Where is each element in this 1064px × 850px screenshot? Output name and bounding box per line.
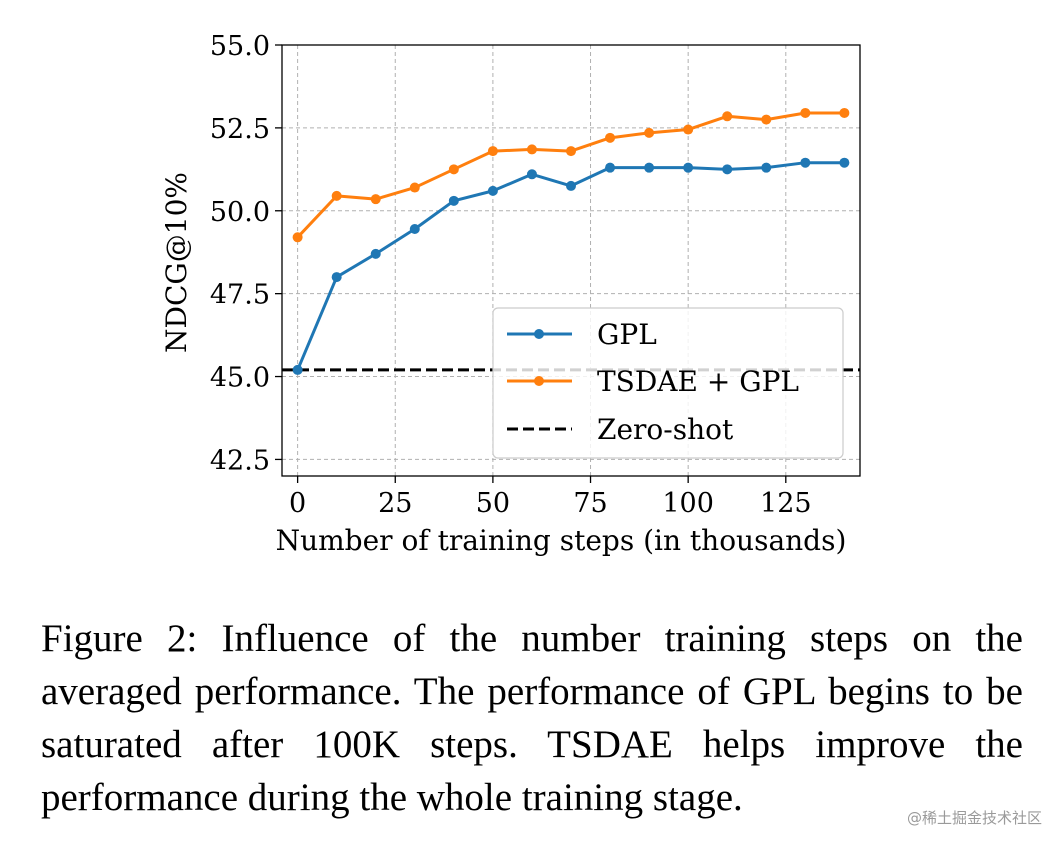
- legend: GPL TSDAE + GPL Zero-shot: [492, 307, 844, 459]
- gpl-point: [722, 164, 733, 175]
- legend-label-zero-shot: Zero-shot: [597, 413, 734, 446]
- x-tick-label: 50: [476, 488, 510, 519]
- y-tick-label: 55.0: [210, 31, 270, 62]
- gpl-point: [331, 272, 342, 283]
- legend-marker-gpl: [534, 329, 544, 339]
- tsdae-gpl-point: [331, 190, 342, 201]
- watermark: @稀土掘金技术社区: [906, 809, 1042, 827]
- legend-marker-tsdae-gpl: [534, 376, 544, 386]
- tsdae-gpl-point: [800, 107, 811, 118]
- gpl-point: [487, 185, 498, 196]
- axis-ticks: 0 25 50 75 100 125 42.5 45.0 47.5 50.0 52.5 55.0: [210, 31, 812, 519]
- series-lines: [292, 107, 850, 375]
- gpl-point: [761, 162, 772, 173]
- tsdae-gpl-point: [448, 164, 459, 175]
- tsdae-gpl-point: [683, 124, 694, 135]
- gpl-point: [526, 169, 537, 180]
- tsdae-gpl-point: [761, 114, 772, 125]
- tsdae-gpl-point: [722, 111, 733, 122]
- y-tick-label: 45.0: [210, 363, 270, 394]
- gpl-point: [566, 180, 576, 191]
- y-tick-label: 50.0: [210, 197, 270, 228]
- y-axis-label: NDCG@10%: [160, 172, 193, 353]
- tsdae-gpl-line: [296, 111, 845, 239]
- gpl-point: [644, 162, 655, 173]
- tsdae-gpl-point: [644, 127, 655, 138]
- legend-label-tsdae-gpl: TSDAE + GPL: [597, 365, 799, 398]
- x-tick-label: 75: [573, 488, 607, 519]
- legend-label-gpl: GPL: [597, 318, 657, 351]
- figure-caption: Figure 2: Influence of the number traini…: [41, 617, 1023, 819]
- y-tick-label: 47.5: [210, 280, 270, 311]
- gpl-point: [448, 195, 459, 206]
- x-tick-label: 125: [760, 488, 812, 519]
- plot-area-border: [281, 44, 861, 477]
- legend-box: [492, 307, 844, 459]
- gpl-point: [839, 157, 850, 168]
- gpl-point: [370, 248, 381, 259]
- y-tick-label: 42.5: [210, 445, 270, 476]
- gpl-point: [683, 162, 694, 173]
- x-tick-label: 100: [662, 488, 714, 519]
- plot-frame: [281, 44, 861, 477]
- gpl-point: [800, 157, 811, 168]
- tsdae-gpl-point: [526, 144, 537, 155]
- gpl-point: [605, 162, 616, 173]
- tsdae-gpl-point: [370, 194, 381, 205]
- y-tick-label: 52.5: [210, 114, 270, 145]
- x-tick-label: 0: [289, 488, 306, 519]
- gpl-point: [292, 364, 303, 375]
- x-tick-label: 25: [378, 488, 412, 519]
- x-axis-label: Number of training steps (in thousands): [276, 524, 847, 557]
- tsdae-gpl-point: [409, 182, 420, 193]
- tsdae-gpl-point: [487, 146, 498, 157]
- tsdae-gpl-point: [292, 232, 303, 243]
- gpl-point: [409, 224, 420, 235]
- line-chart: 0 25 50 75 100 125 42.5 45.0 47.5 50.0 52.5 55.0 Nu…: [160, 31, 861, 557]
- tsdae-gpl-point: [566, 146, 576, 157]
- tsdae-gpl-point: [839, 107, 850, 118]
- tsdae-gpl-point: [605, 132, 616, 143]
